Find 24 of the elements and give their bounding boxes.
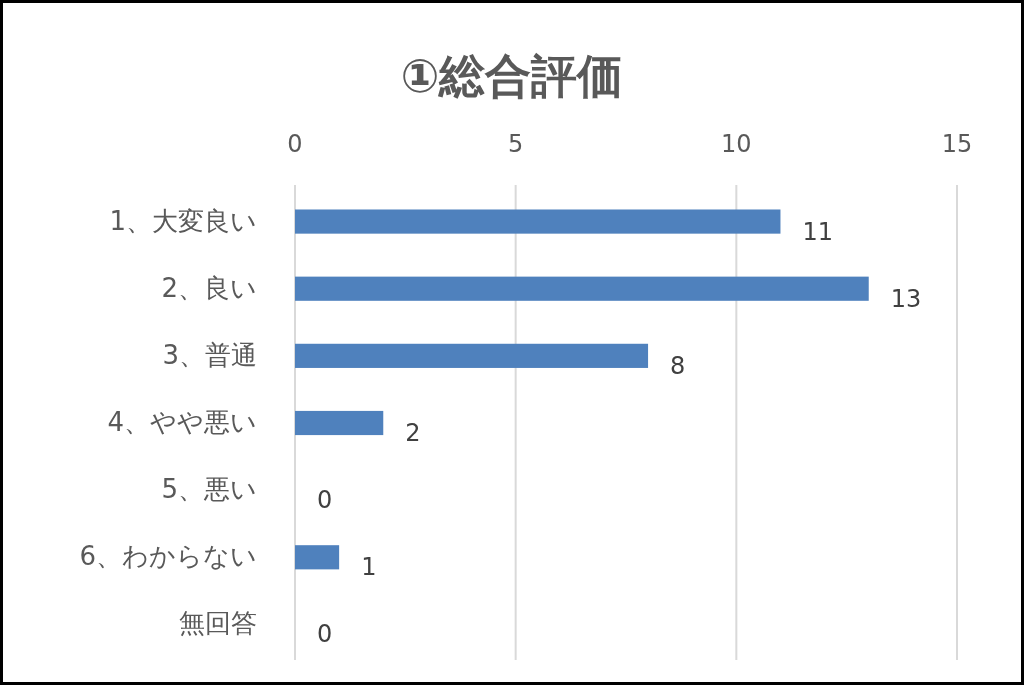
data-label: 2 bbox=[405, 419, 421, 447]
data-label: 0 bbox=[317, 620, 333, 649]
bar bbox=[295, 276, 869, 301]
y-tick-label: 5、悪い bbox=[161, 474, 257, 505]
x-tick-label: 15 bbox=[941, 130, 973, 158]
y-tick-label: 1、大変良い bbox=[109, 205, 257, 236]
y-tick-label: 6、わからない bbox=[79, 541, 257, 572]
bar bbox=[295, 343, 649, 368]
data-label: 1 bbox=[361, 553, 377, 582]
data-label: 8 bbox=[670, 351, 686, 380]
bar bbox=[295, 545, 340, 570]
bar bbox=[295, 410, 384, 436]
y-tick-label: 無回答 bbox=[179, 608, 257, 639]
data-label: 13 bbox=[890, 284, 922, 313]
x-tick-label: 0 bbox=[287, 130, 303, 158]
y-tick-label: 4、やや悪い bbox=[107, 407, 257, 437]
chart-title: ①総合評価 bbox=[400, 49, 624, 103]
y-tick-label: 2、良い bbox=[161, 272, 257, 303]
data-label: 0 bbox=[317, 486, 333, 515]
bar bbox=[295, 209, 781, 234]
y-tick-label: 3、普通 bbox=[162, 339, 257, 370]
x-tick-label: 5 bbox=[508, 130, 524, 158]
x-tick-label: 10 bbox=[721, 130, 752, 158]
data-label: 11 bbox=[802, 217, 834, 246]
